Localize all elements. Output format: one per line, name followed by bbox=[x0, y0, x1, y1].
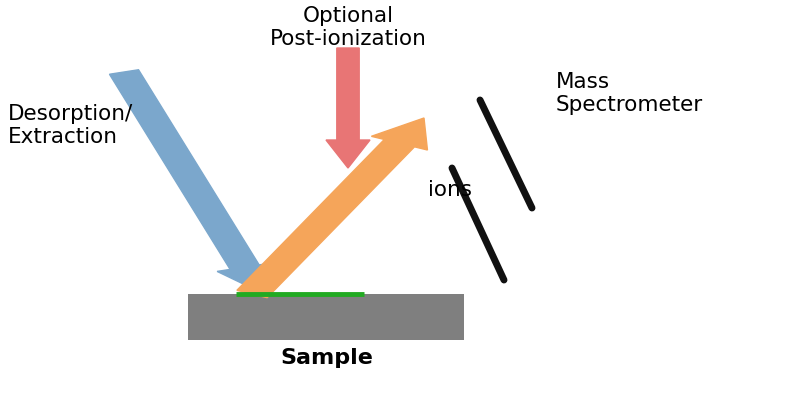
Text: Optional
Post-ionization: Optional Post-ionization bbox=[270, 6, 426, 49]
Text: Sample: Sample bbox=[280, 348, 373, 368]
FancyArrow shape bbox=[237, 118, 427, 298]
FancyArrow shape bbox=[326, 48, 370, 168]
Text: Mass
Spectrometer: Mass Spectrometer bbox=[556, 72, 703, 115]
Bar bbox=[188, 294, 464, 340]
FancyArrow shape bbox=[110, 70, 272, 292]
Text: ions: ions bbox=[428, 180, 472, 200]
Text: Desorption/
Extraction: Desorption/ Extraction bbox=[8, 104, 134, 147]
